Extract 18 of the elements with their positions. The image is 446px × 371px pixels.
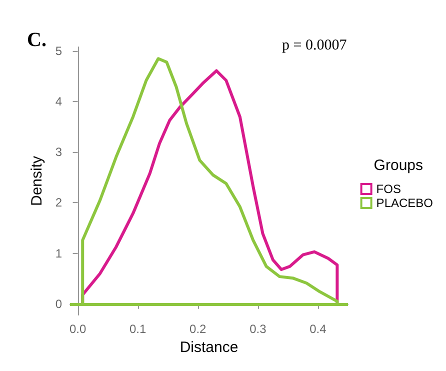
y-tick-label: 1 (55, 246, 62, 260)
x-tick-label: 0.2 (190, 322, 207, 336)
chart-title: C. (27, 29, 46, 51)
legend-label: PLACEBO (376, 196, 434, 210)
annotation: p = 0.0007 (282, 38, 348, 54)
y-tick-label: 4 (55, 94, 62, 109)
legend-title: Groups (374, 157, 424, 174)
x-axis-title: Distance (180, 338, 238, 356)
x-tick-label: 0.4 (310, 322, 327, 336)
y-tick-label: 5 (55, 44, 62, 58)
y-tick-label: 0 (55, 296, 62, 311)
y-tick-label: 2 (55, 196, 62, 210)
y-tick-label: 3 (55, 145, 62, 160)
legend-label: FOS (376, 182, 401, 196)
x-tick-label: 0.1 (130, 322, 147, 336)
y-axis-title: Density (28, 156, 46, 206)
x-tick-label: 0.0 (69, 322, 86, 336)
x-tick-label: 0.3 (250, 322, 267, 336)
